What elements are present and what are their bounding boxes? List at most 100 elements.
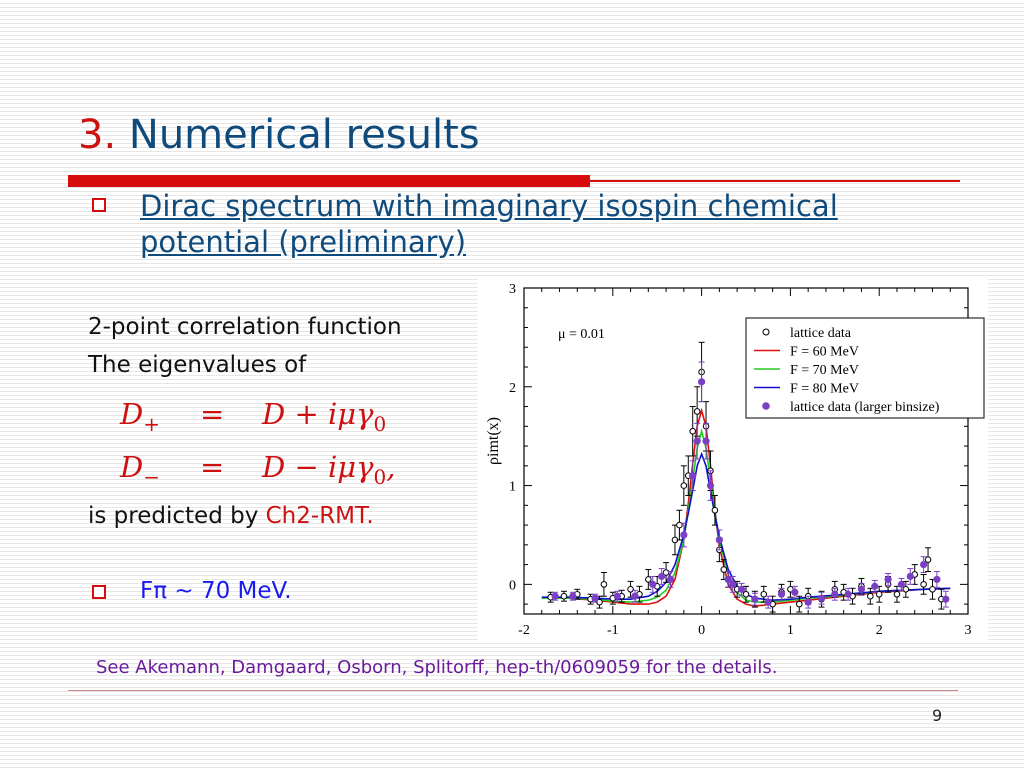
point-lattice-data <box>645 576 652 583</box>
point-lattice-data-larger-binsize- <box>680 531 688 539</box>
point-lattice-data-larger-binsize- <box>933 575 941 584</box>
x-axis-label: x <box>761 637 769 640</box>
point-lattice-data-larger-binsize- <box>693 437 701 445</box>
x-tick-label: 1 <box>787 623 794 638</box>
x-tick-label: -2 <box>518 623 530 638</box>
plot-frame <box>523 287 969 615</box>
footnote-reference: See Akemann, Damgaard, Osborn, Splitorff… <box>96 657 778 678</box>
point-lattice-data-larger-binsize- <box>884 575 892 584</box>
y-axis-label: ρimt(x) <box>485 417 502 465</box>
point-lattice-data-larger-binsize- <box>666 575 675 584</box>
point-lattice-data-larger-binsize- <box>777 590 786 598</box>
point-lattice-data-larger-binsize- <box>831 590 839 598</box>
point-lattice-data <box>924 556 932 563</box>
point-lattice-data <box>600 581 608 588</box>
point-lattice-data-larger-binsize- <box>724 575 732 584</box>
y-tick-label: 1 <box>509 480 516 495</box>
point-lattice-data-larger-binsize- <box>569 592 577 600</box>
point-lattice-data-larger-binsize- <box>751 595 759 603</box>
chart-panel: -2 -1 0 1 2 3 0 1 2 3 x ρimt(x) μ = 0.01 lattice data… <box>478 276 988 654</box>
dirac-spectrum-chart: -2 -1 0 1 2 3 0 1 2 3 x ρimt(x) μ = 0.01 lattice data… <box>485 282 985 654</box>
point-lattice-data-larger-binsize- <box>689 472 697 480</box>
point-lattice-data <box>867 592 874 600</box>
footer-divider <box>68 690 958 691</box>
eq2-lhs-sub: − <box>143 464 161 489</box>
point-lattice-data-larger-binsize- <box>920 561 928 569</box>
y-tick-label: 2 <box>509 381 516 396</box>
title-number: 3. <box>78 112 117 158</box>
eq1-rhs: D + iμγ <box>262 397 374 431</box>
text-predicted-by: is predicted by Ch2-RMT. <box>88 503 374 529</box>
point-lattice-data <box>795 600 803 608</box>
point-lattice-data-larger-binsize- <box>804 598 812 606</box>
equation-d-plus-rhs: D + iμγ0 <box>262 397 386 436</box>
point-lattice-data <box>560 592 568 600</box>
point-lattice-data-larger-binsize- <box>897 580 905 588</box>
point-lattice-data <box>680 482 688 489</box>
point-lattice-data <box>893 590 901 598</box>
point-lattice-data <box>929 586 936 593</box>
point-lattice-data <box>689 427 697 435</box>
legend-label: lattice data <box>790 326 852 341</box>
point-lattice-data-larger-binsize- <box>844 590 852 598</box>
point-lattice-data-larger-binsize- <box>729 580 737 588</box>
point-lattice-data <box>676 521 683 529</box>
point-lattice-data <box>627 586 634 593</box>
y-tick-label: 3 <box>509 282 516 297</box>
point-lattice-data-larger-binsize- <box>764 598 772 606</box>
point-lattice-data-larger-binsize- <box>942 595 950 603</box>
x-tick-label: 2 <box>876 623 883 638</box>
legend-label: F = 70 MeV <box>790 363 859 378</box>
point-lattice-data <box>760 590 768 598</box>
legend-swatch-open <box>762 328 770 336</box>
x-tick-label: 3 <box>965 623 972 638</box>
legend-label: F = 80 MeV <box>790 382 859 397</box>
text-eigenvalues-of: The eigenvalues of <box>88 352 307 378</box>
eq2-rel: = <box>200 450 225 484</box>
point-lattice-data-larger-binsize- <box>706 481 715 490</box>
eq2-rhs-sub: 0 <box>373 464 387 489</box>
point-lattice-data <box>742 590 750 598</box>
point-lattice-data-larger-binsize- <box>906 572 914 581</box>
point-lattice-data <box>693 408 701 415</box>
predicted-prefix: is predicted by <box>88 503 266 529</box>
title-underline-thin <box>590 180 960 182</box>
point-lattice-data-larger-binsize- <box>871 582 879 590</box>
legend-label: F = 60 MeV <box>790 345 859 360</box>
y-tick-label: 0 <box>509 578 516 593</box>
x-tick-label: 0 <box>698 623 705 638</box>
point-lattice-data <box>920 581 927 588</box>
page-title: 3. Numerical results <box>78 112 480 158</box>
eq2-lhs: D <box>120 450 144 484</box>
eq1-rhs-sub: 0 <box>373 411 387 436</box>
title-underline-bar <box>68 175 590 187</box>
point-lattice-data-larger-binsize- <box>702 437 710 445</box>
point-lattice-data-larger-binsize- <box>649 580 657 588</box>
point-lattice-data <box>711 506 719 514</box>
ch2-rmt-highlight: Ch2-RMT. <box>265 503 374 529</box>
point-lattice-data-larger-binsize- <box>551 592 559 600</box>
point-lattice-data <box>902 586 910 593</box>
mu-annotation: μ = 0.01 <box>558 327 605 342</box>
title-text: Numerical results <box>128 112 480 158</box>
bullet-dirac-spectrum: Dirac spectrum with imaginary isospin ch… <box>140 189 838 259</box>
page-number: 9 <box>932 706 943 725</box>
bullet-square-icon-2 <box>92 585 106 599</box>
point-lattice-data-larger-binsize- <box>817 594 826 602</box>
point-lattice-data-larger-binsize- <box>658 572 666 581</box>
eq1-lhs-sub: + <box>143 411 161 436</box>
point-lattice-data-larger-binsize- <box>631 592 639 600</box>
point-lattice-data <box>720 566 728 573</box>
point-lattice-data-larger-binsize- <box>737 585 746 593</box>
bullet-square-icon <box>92 198 106 212</box>
equation-d-minus: D− <box>120 450 160 489</box>
bullet-fpi-value: Fπ ~ 70 MeV. <box>140 578 292 604</box>
eq2-rhs: D − iμγ <box>262 450 374 484</box>
legend-swatch-filled <box>762 402 770 410</box>
point-lattice-data-larger-binsize- <box>698 378 706 386</box>
point-lattice-data-larger-binsize- <box>591 594 599 602</box>
text-correlation-function: 2-point correlation function <box>88 314 402 340</box>
legend-label: lattice data (larger binsize) <box>790 400 940 415</box>
eq1-lhs: D <box>120 397 144 431</box>
point-lattice-data-larger-binsize- <box>715 536 723 544</box>
